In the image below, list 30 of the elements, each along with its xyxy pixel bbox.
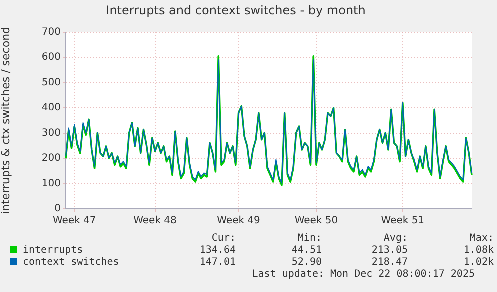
text: 218.47	[370, 257, 408, 269]
x-tick-label: Week 49	[217, 216, 260, 227]
y-tick-label: 0	[54, 204, 61, 215]
text: Max:	[468, 233, 494, 245]
y-tick-label: 500	[42, 77, 61, 88]
text: Cur:	[210, 233, 236, 245]
x-tick-label: Week 50	[294, 216, 338, 227]
text: Min:	[296, 233, 322, 245]
legend-label: context switches	[22, 257, 120, 269]
text: 213.05	[370, 245, 408, 257]
y-axis-title: interrupts & ctx switches / second	[0, 26, 12, 214]
y-tick-label: 400	[42, 102, 61, 114]
legend-label: interrupts	[22, 245, 84, 257]
text: 1.08k	[462, 245, 494, 257]
y-tick-label: 100	[42, 178, 61, 190]
text: Last update: Mon Dec 22 08:00:17 2025	[252, 269, 475, 280]
y-tick-label: 200	[42, 153, 61, 164]
x-tick-label: Week 51	[381, 216, 425, 227]
y-tick-label: 700	[42, 26, 61, 38]
x-tick-label: Week 48	[134, 216, 177, 227]
text: 52.90	[290, 257, 322, 269]
chart-title: Interrupts and context switches - by month	[106, 3, 366, 18]
text: 134.64	[198, 245, 236, 257]
text: 147.01	[198, 257, 236, 269]
text: 44.51	[290, 245, 322, 257]
y-tick-label: 300	[42, 128, 61, 139]
y-tick-label: 600	[42, 52, 61, 64]
text: 1.02k	[462, 257, 494, 269]
x-tick-label: Week 47	[52, 216, 96, 227]
text: Avg:	[382, 233, 408, 245]
